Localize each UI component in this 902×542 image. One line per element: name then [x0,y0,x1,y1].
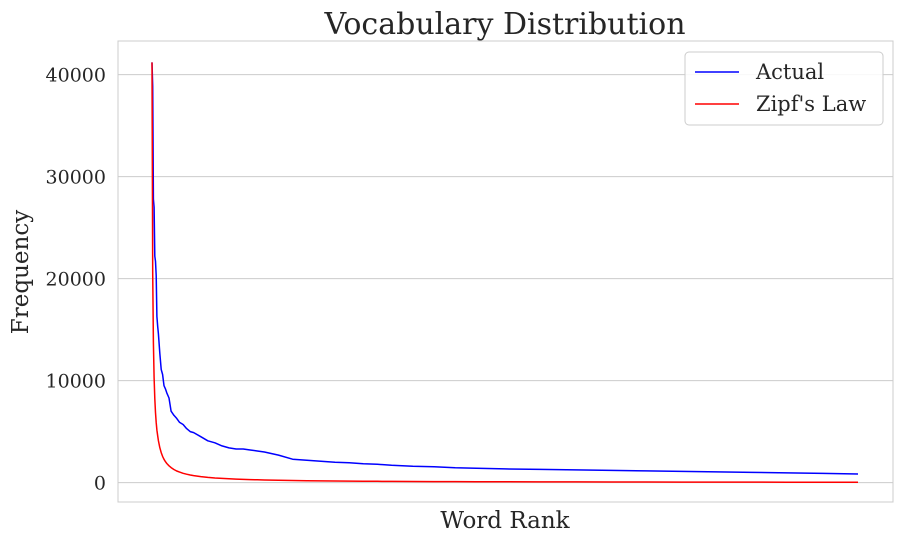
legend-box [684,51,884,126]
series-line-actual [151,62,859,475]
y-tick-label: 40000 [46,65,106,87]
x-axis-label: Word Rank [440,508,570,534]
legend: Actual Zipf's Law [684,51,884,126]
y-tick-label: 10000 [46,371,106,393]
y-tick-label: 30000 [46,167,106,189]
y-tick-label: 20000 [46,269,106,291]
legend-label-actual: Actual [755,60,824,84]
series-lines [151,62,859,483]
y-tick-labels: 0 10000 20000 30000 40000 [46,65,106,495]
series-line-zipf [151,62,858,483]
chart-title: Vocabulary Distribution [323,7,685,42]
y-tick-label: 0 [94,473,106,495]
y-axis-label: Frequency [8,210,34,334]
legend-label-zipf: Zipf's Law [756,92,866,116]
